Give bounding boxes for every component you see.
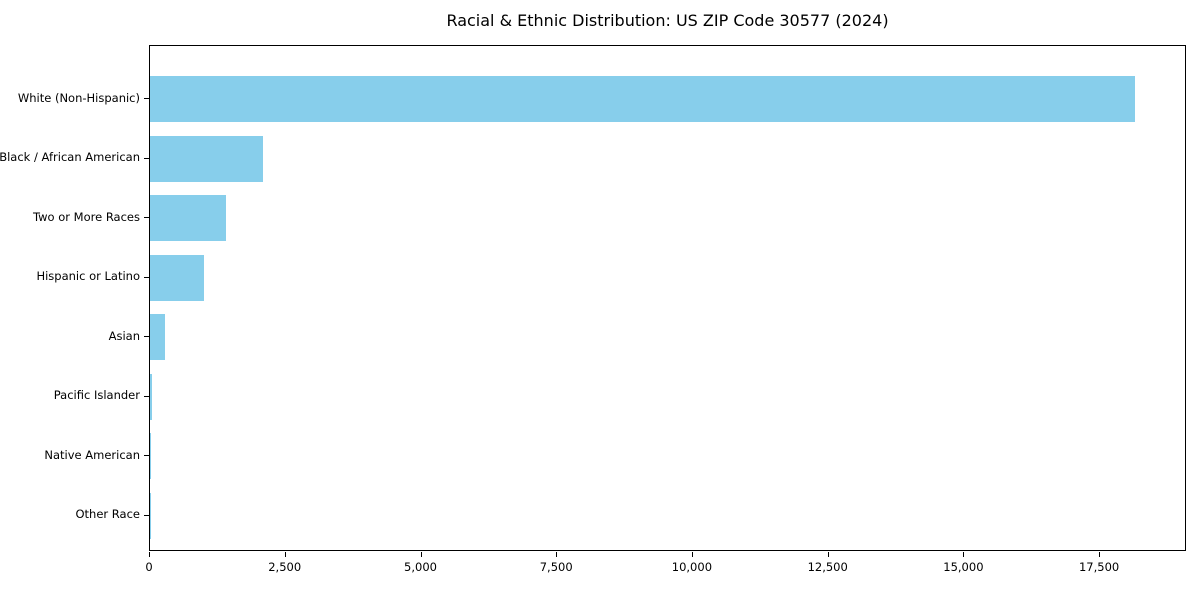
- y-axis-tick: [144, 276, 149, 278]
- bar: [150, 314, 165, 360]
- y-axis-tick: [144, 514, 149, 516]
- x-axis-tick-label: 12,500: [807, 560, 848, 574]
- bar: [150, 254, 205, 301]
- bar: [150, 76, 1136, 122]
- x-axis-tick-label: 2,500: [268, 560, 302, 574]
- y-axis-tick: [144, 157, 149, 159]
- y-axis-tick: [144, 98, 149, 99]
- y-axis-label: Hispanic or Latino: [36, 269, 140, 283]
- bar: [150, 195, 226, 241]
- x-axis-tick-label: 10,000: [671, 560, 713, 574]
- y-axis-tick: [144, 455, 149, 456]
- y-axis-label: Asian: [108, 328, 140, 343]
- x-axis-tick-label: 0: [145, 560, 153, 574]
- plot-area: [149, 45, 1186, 551]
- y-axis-tick: [144, 395, 149, 397]
- bar: [150, 135, 263, 182]
- x-axis-tick: [827, 552, 829, 557]
- x-axis-tick: [420, 552, 422, 557]
- x-axis-tick: [149, 552, 150, 557]
- x-axis-tick-label: 17,500: [1078, 560, 1120, 574]
- bar: [150, 492, 151, 539]
- x-axis-tick-label: 5,000: [404, 560, 437, 574]
- bar: [150, 433, 151, 479]
- y-axis-label: Native American: [44, 447, 140, 462]
- y-axis-label: Other Race: [75, 507, 141, 521]
- y-axis-label: Pacific Islander: [53, 388, 140, 402]
- y-axis-label: Two or More Races: [33, 209, 140, 224]
- y-axis-label: White (Non-Hispanic): [17, 90, 140, 105]
- y-axis-tick: [144, 336, 149, 337]
- y-axis-label: Black / African American: [0, 150, 140, 164]
- bar: [150, 373, 153, 420]
- y-axis-tick: [144, 217, 149, 218]
- x-axis-tick-label: 7,500: [539, 560, 573, 574]
- x-axis-tick-label: 15,000: [943, 560, 984, 574]
- x-axis-tick: [963, 552, 965, 557]
- x-axis-tick: [556, 552, 558, 557]
- x-axis-tick: [1099, 552, 1101, 557]
- chart-title: Racial & Ethnic Distribution: US ZIP Cod…: [446, 11, 889, 30]
- x-axis-tick: [691, 552, 693, 557]
- x-axis-tick: [284, 552, 286, 557]
